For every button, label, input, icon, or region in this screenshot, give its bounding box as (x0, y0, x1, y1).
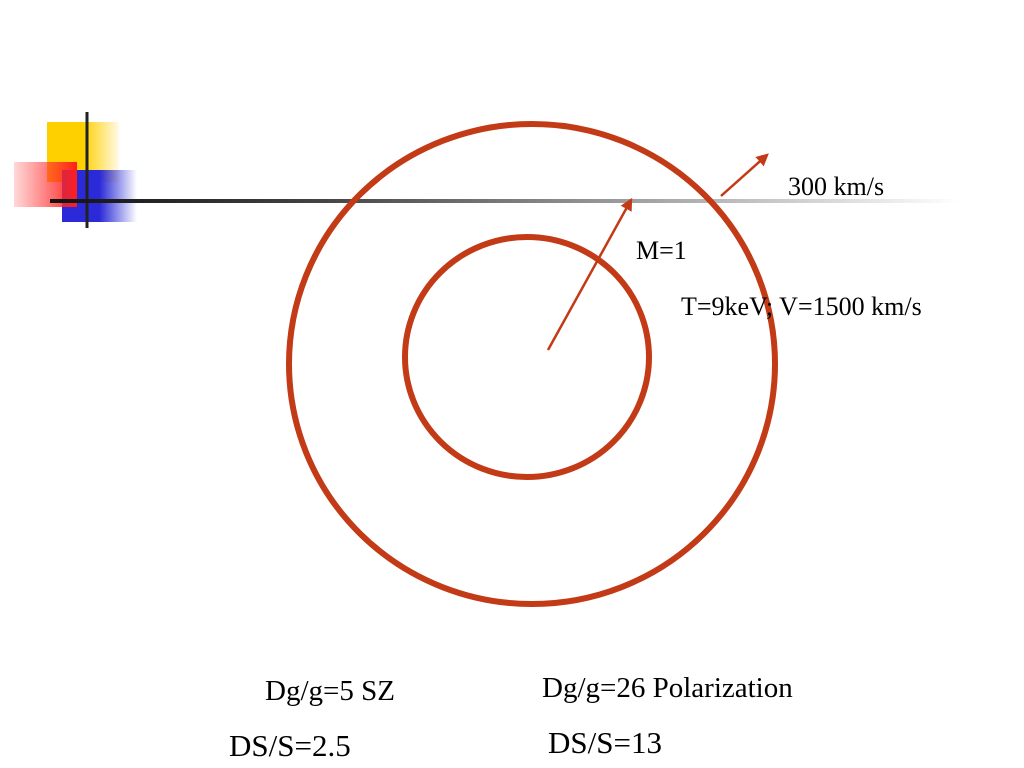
outer-circle (286, 121, 778, 607)
mach-label: M=1 (636, 236, 687, 265)
sz-ratio: Dg/g=5 SZ (265, 675, 395, 707)
radial-arrow (546, 197, 633, 351)
inner-circle (402, 234, 652, 480)
pol-signal: DS/S=13 (548, 725, 662, 760)
pol-ratio: Dg/g=26 Polarization (542, 672, 793, 704)
velocity-label: 300 km/s (788, 172, 884, 201)
cluster-label: T=9keV; V=1500 km/s (681, 292, 922, 321)
deco-hline (50, 199, 960, 203)
sz-signal: DS/S=2.5 (229, 728, 351, 763)
outer-arrow (720, 153, 769, 197)
